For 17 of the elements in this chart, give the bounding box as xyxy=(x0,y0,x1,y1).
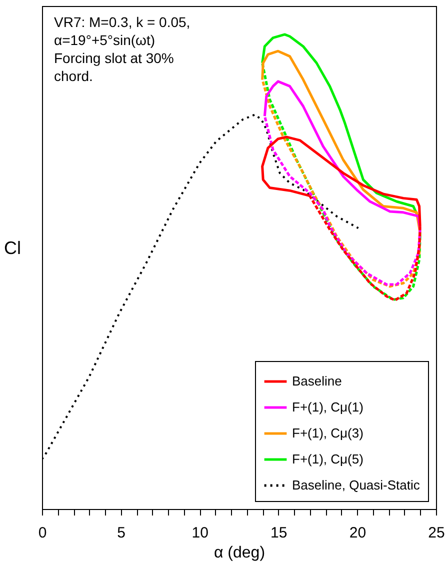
y-axis-title: Cl xyxy=(4,238,21,258)
legend-label: Baseline xyxy=(292,374,342,388)
x-tick-label: 10 xyxy=(192,524,208,542)
x-tick-label: 5 xyxy=(117,524,126,542)
annotation: chord. xyxy=(54,68,93,84)
legend-label: F+(1), Cμ(3) xyxy=(292,426,364,440)
x-tick-label: 20 xyxy=(349,524,366,542)
x-tick-label: 15 xyxy=(270,524,288,542)
x-tick-label: 25 xyxy=(428,524,445,542)
legend-label: F+(1), Cμ(5) xyxy=(292,452,364,466)
legend-label: F+(1), Cμ(1) xyxy=(292,400,364,414)
x-axis-title: α (deg) xyxy=(214,544,266,562)
annotation: Forcing slot at 30% xyxy=(54,50,174,66)
annotation: α=19°+5°sin(ωt) xyxy=(54,32,156,48)
legend-label: Baseline, Quasi-Static xyxy=(292,478,420,492)
x-tick-label: 0 xyxy=(38,524,47,542)
text: VR7: M=0.3, k = 0.05, xyxy=(54,14,190,30)
